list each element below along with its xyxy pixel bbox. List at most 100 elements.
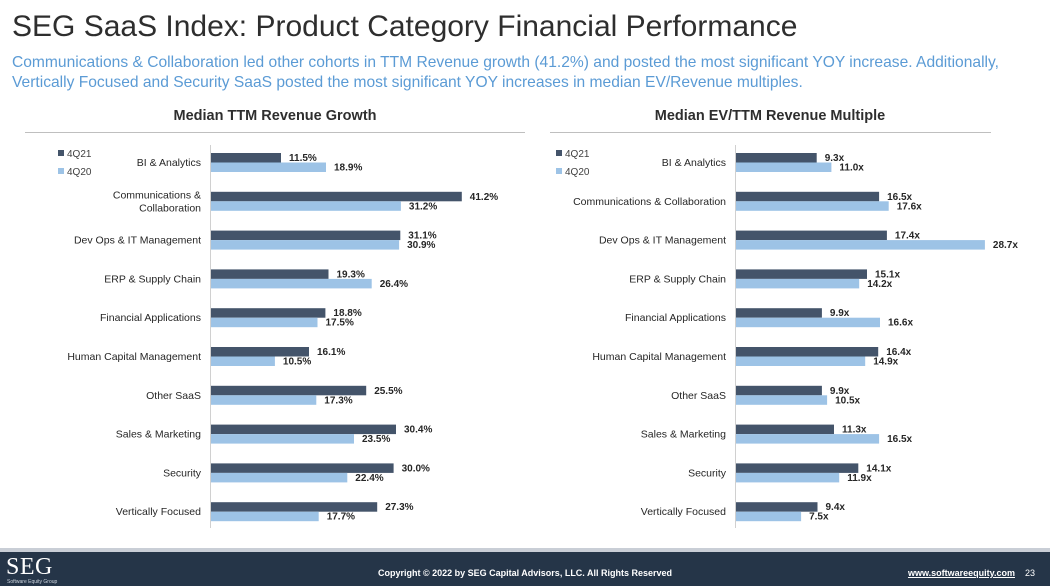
seg-logo: SEG [6, 554, 53, 580]
multiple-data-label-4q20: 11.0x [839, 163, 864, 174]
multiple-bar-4q21 [736, 463, 859, 473]
growth-category-label: Human Capital Management [67, 351, 201, 363]
growth-bar-4q21 [211, 502, 378, 512]
growth-bar-4q20 [211, 240, 400, 250]
growth-bar-4q21 [211, 308, 326, 318]
multiple-bar-4q20 [736, 395, 828, 405]
growth-category-label: Vertically Focused [116, 506, 201, 518]
multiple-data-label-4q20: 14.2x [867, 279, 892, 290]
multiple-data-label-4q20: 14.9x [873, 357, 898, 368]
growth-data-label-4q20: 17.3% [324, 395, 352, 406]
growth-data-label-4q20: 31.2% [409, 201, 437, 212]
multiple-category-label: Other SaaS [671, 390, 726, 402]
growth-bar-4q21 [211, 269, 329, 279]
revenue-multiple-chart-svg: Median EV/TTM Revenue Multiple 4Q21 4Q20 BI… [550, 108, 1018, 528]
multiple-bar-4q21 [736, 230, 887, 241]
growth-bar-4q20 [211, 434, 354, 444]
growth-legend-swatch-4q21 [58, 150, 64, 156]
seg-logo-tagline: Software Equity Group [7, 579, 58, 585]
multiple-bar-4q21 [736, 385, 822, 396]
multiple-category-label: Dev Ops & IT Management [599, 235, 726, 247]
page-subtitle: Communications & Collaboration led other… [12, 54, 999, 91]
growth-bar-4q21 [211, 347, 309, 357]
growth-category-label: BI & Analytics [137, 157, 201, 169]
multiple-bar-4q20 [736, 511, 802, 522]
multiple-data-label-4q21: 16.4x [886, 347, 911, 358]
growth-category-label: Other SaaS [146, 390, 201, 402]
growth-bar-4q20 [211, 278, 372, 289]
growth-category-label: Security [163, 467, 202, 479]
multiple-bar-4q20 [736, 240, 985, 250]
multiple-category-label: Security [688, 467, 727, 479]
multiple-data-label-4q20: 10.5x [835, 395, 860, 406]
growth-data-label-4q21: 31.1% [408, 231, 436, 242]
multiple-data-label-4q21: 11.3x [842, 425, 867, 436]
multiple-bar-4q21 [736, 191, 880, 202]
multiple-legend-swatch-4q21 [556, 150, 562, 156]
multiple-bar-4q20 [736, 472, 840, 483]
multiple-bar-4q20 [736, 278, 860, 289]
multiple-data-label-4q21: 9.3x [825, 153, 845, 164]
revenue-growth-chart-svg: Median TTM Revenue Growth 4Q21 4Q20 BI & An… [25, 108, 525, 528]
website-link[interactable]: www.softwareequity.com [907, 568, 1015, 578]
multiple-bar-4q21 [736, 502, 818, 512]
multiple-bar-4q20 [736, 201, 889, 211]
revenue-growth-chart: Median TTM Revenue Growth 4Q21 4Q20 BI & An… [0, 98, 525, 553]
multiple-legend-label-4q20: 4Q20 [565, 167, 590, 178]
growth-data-label-4q21: 25.5% [374, 386, 402, 397]
growth-bar-4q20 [211, 511, 319, 522]
multiple-data-label-4q20: 16.5x [887, 434, 912, 445]
growth-data-label-4q20: 18.9% [334, 163, 362, 174]
multiple-legend-swatch-4q20 [556, 168, 562, 174]
growth-category-label: Financial Applications [100, 312, 201, 324]
multiple-bar-4q21 [736, 153, 817, 163]
multiple-data-label-4q20: 17.6x [897, 201, 922, 212]
growth-legend-label-4q21: 4Q21 [67, 149, 92, 160]
growth-bar-4q21 [211, 463, 394, 473]
growth-data-label-4q21: 27.3% [385, 502, 413, 513]
multiple-data-label-4q20: 28.7x [993, 240, 1018, 251]
multiple-bar-4q20 [736, 434, 880, 444]
multiple-data-label-4q20: 11.9x [847, 473, 872, 484]
multiple-category-label: Communications & Collaboration [573, 196, 726, 208]
multiple-chart-title: Median EV/TTM Revenue Multiple [655, 108, 885, 124]
growth-data-label-4q21: 30.0% [402, 463, 430, 474]
growth-bar-4q21 [211, 191, 462, 202]
multiple-data-label-4q20: 16.6x [888, 318, 913, 329]
copyright-text: Copyright © 2022 by SEG Capital Advisors… [377, 568, 673, 578]
growth-bar-4q20 [211, 395, 317, 405]
multiple-bar-4q20 [736, 162, 832, 172]
multiple-data-label-4q21: 9.4x [826, 502, 846, 513]
revenue-multiple-chart: Median EV/TTM Revenue Multiple 4Q21 4Q20 BI… [525, 98, 1050, 553]
growth-bar-4q20 [211, 201, 401, 211]
growth-legend-swatch-4q20 [58, 168, 64, 174]
growth-data-label-4q21: 16.1% [317, 347, 345, 358]
growth-data-label-4q20: 17.5% [326, 318, 354, 329]
footer-divider [0, 548, 1050, 552]
multiple-category-label: Human Capital Management [592, 351, 726, 363]
multiple-category-label: Financial Applications [625, 312, 726, 324]
multiple-bar-4q20 [736, 317, 880, 328]
growth-data-label-4q21: 41.2% [470, 192, 498, 203]
multiple-bar-4q21 [736, 269, 867, 279]
growth-chart-title: Median TTM Revenue Growth [173, 108, 376, 124]
growth-bar-4q21 [211, 230, 401, 241]
growth-data-label-4q21: 11.5% [289, 153, 317, 164]
multiple-bar-4q21 [736, 424, 834, 435]
multiple-data-label-4q21: 16.5x [887, 192, 912, 203]
growth-category-label: Sales & Marketing [116, 429, 201, 441]
growth-bar-4q20 [211, 317, 318, 328]
multiple-category-label: Vertically Focused [641, 506, 726, 518]
growth-bar-4q21 [211, 153, 281, 163]
growth-bar-4q20 [211, 472, 348, 483]
page-title: SEG SaaS Index: Product Category Financi… [12, 10, 798, 43]
growth-bar-4q21 [211, 424, 396, 435]
growth-category-label: ERP & Supply Chain [104, 273, 201, 285]
growth-data-label-4q21: 30.4% [404, 425, 432, 436]
multiple-category-label: Sales & Marketing [641, 429, 726, 441]
growth-category-label: Communications & Collaboration [113, 189, 201, 214]
multiple-bar-4q20 [736, 356, 866, 366]
multiple-data-label-4q21: 9.9x [830, 308, 850, 319]
page-number: 23 [1024, 568, 1035, 578]
multiple-data-label-4q21: 17.4x [895, 231, 920, 242]
